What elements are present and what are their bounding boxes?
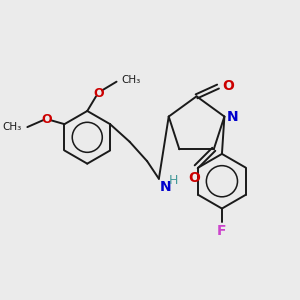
Text: H: H (169, 174, 178, 187)
Text: F: F (217, 224, 227, 238)
Text: O: O (222, 79, 234, 93)
Text: N: N (160, 180, 172, 194)
Text: CH₃: CH₃ (122, 75, 141, 85)
Text: O: O (188, 171, 200, 185)
Text: N: N (226, 110, 238, 124)
Text: O: O (94, 87, 104, 100)
Text: CH₃: CH₃ (2, 122, 22, 132)
Text: O: O (42, 113, 52, 126)
